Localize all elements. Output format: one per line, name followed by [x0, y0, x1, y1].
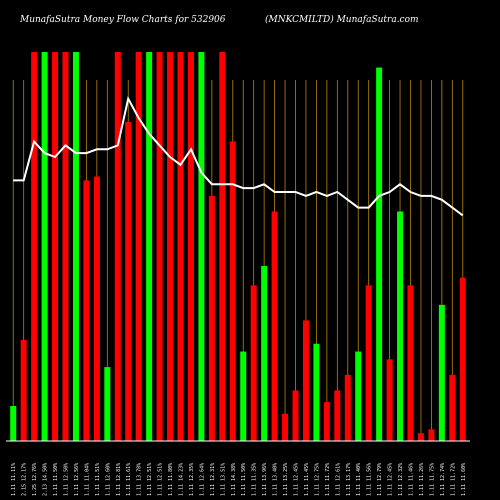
- bar-green: [146, 52, 153, 441]
- x-tick-label: 2.13 14.50%: [43, 463, 49, 496]
- x-tick-label: 1.11 11.56%: [367, 463, 373, 496]
- bar-red: [250, 285, 257, 441]
- x-tick-label: 1.11 11.60%: [461, 463, 467, 496]
- x-tick-label: 1.11 12.45%: [294, 463, 300, 496]
- bar-green: [261, 265, 268, 441]
- x-tick-label: 1.11 12.51%: [158, 463, 164, 496]
- x-tick-label: 1.11 13.17%: [346, 463, 352, 496]
- x-tick-label: 1.11 11.35%: [252, 463, 258, 496]
- x-tick-label: 1.11 11.26%: [419, 463, 425, 496]
- bar-green: [104, 367, 111, 441]
- bar-red: [292, 390, 299, 441]
- bar-green: [376, 67, 383, 441]
- grid-layer: [12, 80, 464, 441]
- bar-red: [167, 52, 174, 441]
- bar-red: [344, 374, 351, 441]
- bar-red: [20, 339, 27, 441]
- x-tick-label: 1.11 13.51%: [220, 463, 226, 496]
- bar-red: [282, 413, 289, 441]
- line-layer: [13, 95, 464, 217]
- bar-red: [229, 141, 236, 441]
- x-tick-label: 1.11 11.04%: [84, 463, 90, 496]
- x-tick-label: 1.11 12.79%: [377, 463, 383, 496]
- bar-green: [41, 52, 48, 441]
- x-tick-label: 1.11 12.50%: [64, 463, 70, 496]
- x-tick-label: 1.11 12.51%: [147, 463, 153, 496]
- x-tick-label: 1.25 12.76%: [32, 463, 38, 496]
- bar-red: [407, 285, 414, 441]
- x-tick-label: 1.11 12.61%: [335, 463, 341, 496]
- bar-red: [135, 52, 142, 441]
- bar-red: [386, 359, 393, 441]
- x-tick-label: 1.11 14.23%: [179, 463, 185, 496]
- tick-layer: 1.11 11.11% 2.15 12.17% 1.25 12.76% 2.13 14…: [11, 463, 467, 496]
- bar-red: [125, 122, 132, 442]
- x-tick-label: 1.11 11.45%: [304, 463, 310, 496]
- bar-red: [271, 211, 278, 441]
- chart-title-left: MunafaSutra Money Flow Charts for 532906: [19, 15, 226, 25]
- bar-red: [365, 285, 372, 441]
- x-tick-label: 1.11 12.32%: [398, 463, 404, 496]
- bar-green: [198, 52, 205, 441]
- bar-green: [72, 52, 79, 441]
- bar-red: [323, 402, 330, 441]
- bar-red: [62, 52, 69, 441]
- x-tick-label: 2.15 12.17%: [22, 463, 28, 496]
- bar-red: [417, 433, 424, 441]
- bar-red: [428, 429, 435, 441]
- x-tick-label: 1.11 12.64%: [199, 463, 205, 496]
- x-tick-label: 1.11 11.72%: [450, 463, 456, 496]
- x-tick-label: 1.11 14.38%: [231, 463, 237, 496]
- bar-red: [187, 52, 194, 441]
- x-tick-label: 1.11 11.51%: [95, 463, 101, 496]
- x-tick-label: 1.11 12.31%: [210, 463, 216, 496]
- bar-red: [156, 52, 163, 441]
- bar-green: [313, 343, 320, 441]
- bar-red: [334, 390, 341, 441]
- x-tick-label: 1.11 11.40%: [356, 463, 362, 496]
- x-tick-label: 1.11 13.40%: [273, 463, 279, 496]
- x-tick-label: 1.11 13.78%: [137, 463, 143, 496]
- bar-green: [355, 351, 362, 441]
- x-tick-label: 1.11 11.75%: [429, 463, 435, 496]
- bar-red: [219, 52, 226, 441]
- bar-red: [31, 52, 38, 441]
- bar-red: [459, 277, 466, 441]
- x-tick-label: 1.11 12.81%: [116, 463, 122, 496]
- bar-green: [10, 405, 17, 441]
- x-tick-label: 1.11 12.75%: [314, 463, 320, 496]
- x-tick-label: 1.11 11.46%: [409, 463, 415, 496]
- bar-red: [177, 52, 184, 441]
- x-tick-label: 1.11 11.61%: [126, 463, 132, 496]
- x-tick-label: 1.11 12.74%: [440, 463, 446, 496]
- money-flow-line: [13, 95, 464, 217]
- bar-red: [83, 180, 90, 441]
- x-tick-label: 1.11 12.45%: [388, 463, 394, 496]
- x-tick-label: 1.11 11.50%: [241, 463, 247, 496]
- x-tick-label: 1.11 12.35%: [189, 463, 195, 496]
- x-tick-label: 1.11 11.11%: [11, 463, 17, 496]
- bar-layer: [10, 52, 466, 442]
- x-tick-label: 1.11 13.25%: [283, 463, 289, 496]
- x-tick-label: 1.11 11.50%: [53, 463, 59, 496]
- bar-green: [438, 304, 445, 441]
- x-tick-label: 1.11 13.96%: [262, 463, 268, 496]
- chart-title-right: (MNKCMILTD) MunafaSutra.com: [265, 14, 419, 25]
- bar-red: [114, 52, 121, 441]
- bar-red: [302, 320, 309, 441]
- bar-green: [397, 211, 404, 441]
- x-tick-label: 1.11 11.72%: [325, 463, 331, 496]
- bar-red: [449, 374, 456, 441]
- x-tick-label: 1.11 12.56%: [74, 463, 80, 496]
- x-tick-label: 1.11 12.60%: [105, 463, 111, 496]
- bar-red: [52, 52, 59, 441]
- bar-red: [93, 176, 100, 442]
- x-tick-label: 1.11 11.80%: [168, 463, 174, 496]
- bar-red: [208, 195, 215, 441]
- bar-green: [240, 351, 247, 441]
